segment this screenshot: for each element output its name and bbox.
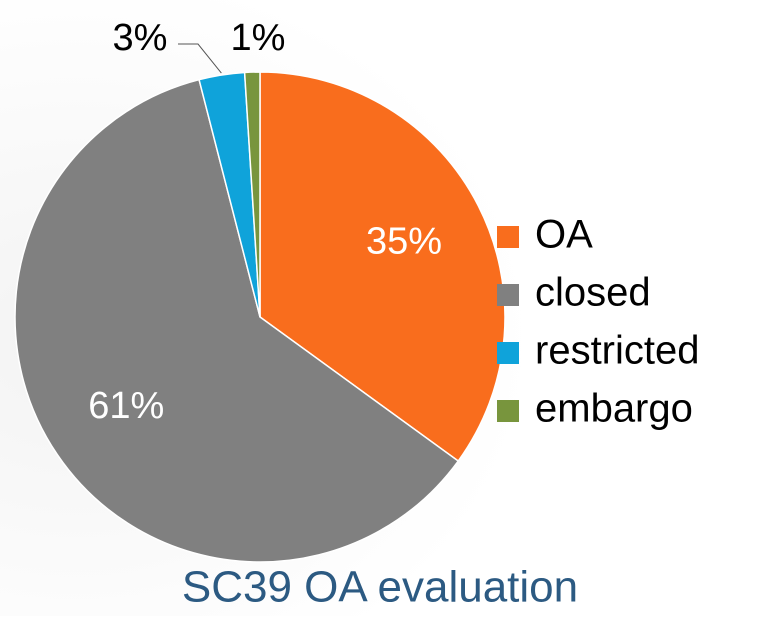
leader-line bbox=[178, 43, 222, 74]
legend-label: OA bbox=[535, 213, 593, 257]
legend-swatch bbox=[497, 342, 519, 364]
data-label: 3% bbox=[113, 17, 168, 59]
legend-label: closed bbox=[535, 271, 651, 315]
legend-swatch bbox=[497, 284, 519, 306]
pie-slice bbox=[243, 71, 261, 318]
data-label: 1% bbox=[231, 17, 286, 59]
data-label: 61% bbox=[88, 385, 164, 427]
legend-label: embargo bbox=[535, 387, 693, 431]
legend-label: restricted bbox=[535, 329, 700, 373]
pie-slice bbox=[14, 78, 460, 563]
legend-swatch bbox=[497, 400, 519, 422]
pie-slice bbox=[259, 71, 506, 463]
chart-title: SC39 OA evaluation bbox=[182, 563, 578, 612]
data-label: 35% bbox=[366, 221, 442, 263]
legend-swatch bbox=[497, 226, 519, 248]
